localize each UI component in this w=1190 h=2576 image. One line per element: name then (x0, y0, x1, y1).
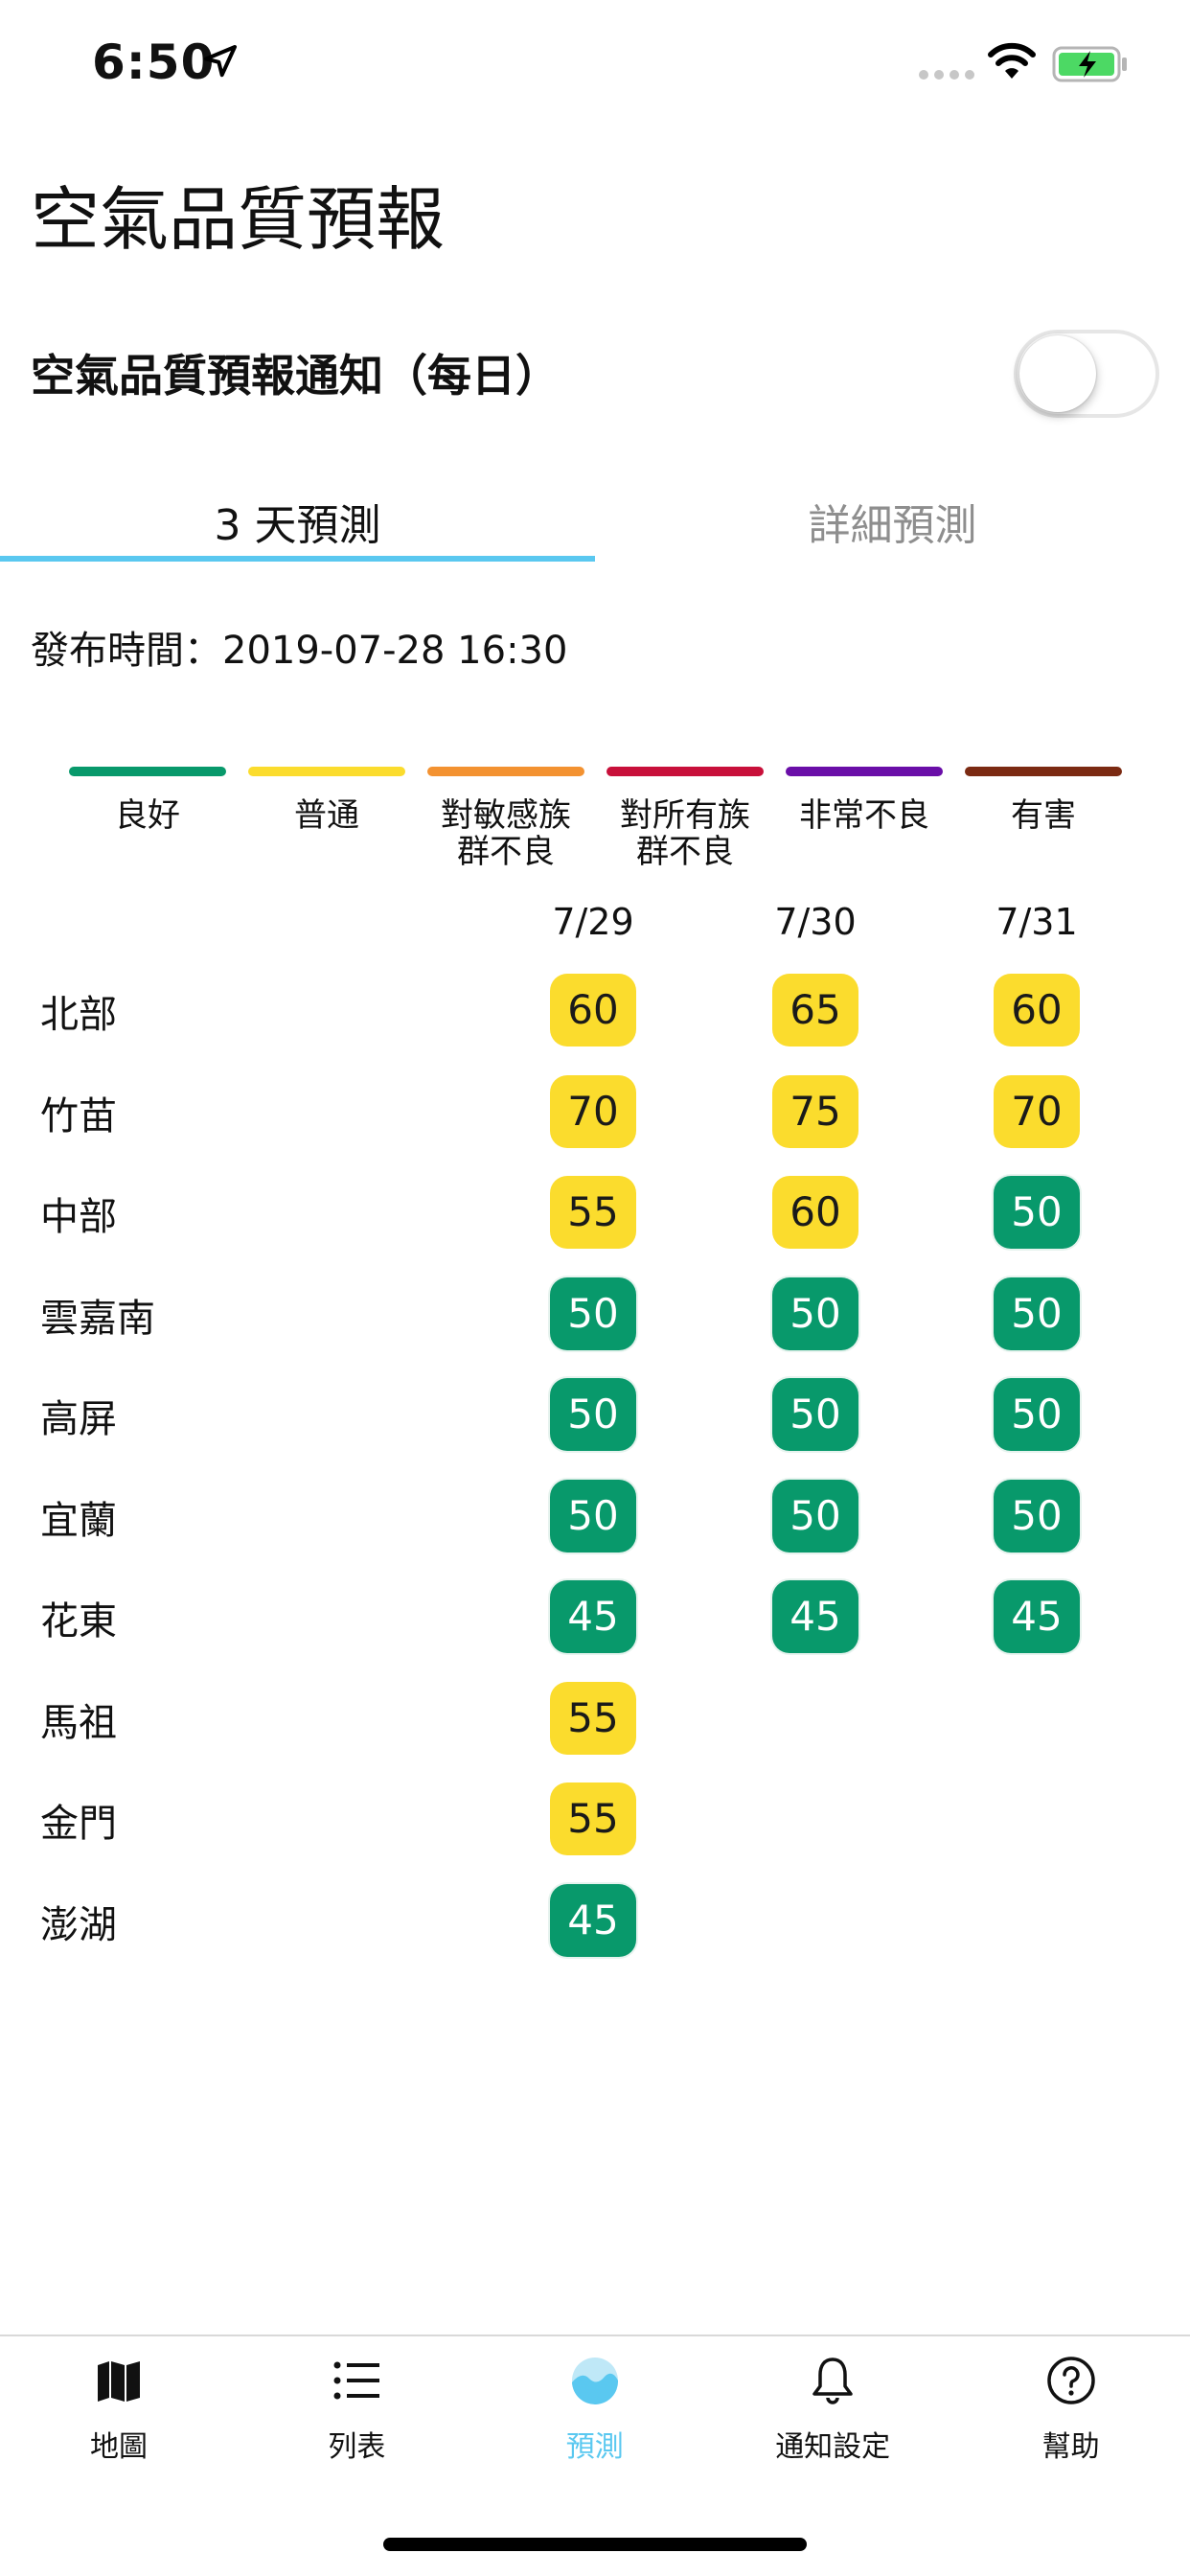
aqi-value-badge: 50 (994, 1276, 1080, 1350)
legend-label-line: 對所有族 (620, 796, 750, 835)
legend-item: 對敏感族 群不良 (427, 767, 584, 870)
battery-charging-icon (1052, 46, 1127, 82)
legend-color-bar (786, 767, 943, 776)
aqi-value-badge: 45 (550, 1580, 636, 1653)
map-icon (0, 2354, 238, 2407)
region-name: 竹苗 (40, 1093, 117, 1138)
legend-item: 普通 (248, 767, 405, 834)
forecast-date: 7/29 (552, 901, 634, 943)
aqi-value-badge: 50 (550, 1378, 636, 1451)
page-title: 空氣品質預報 (31, 179, 446, 260)
tabbar-item[interactable]: 列表 (238, 2354, 475, 2465)
tab-3-day-forecast[interactable]: 3 天預測 (214, 501, 381, 550)
notification-label: 空氣品質預報通知（每日） (31, 350, 560, 402)
aqi-value-badge: 65 (772, 974, 858, 1046)
aqi-value-badge: 50 (772, 1378, 858, 1451)
legend-item: 非常不良 (786, 767, 943, 834)
aqi-value-badge: 55 (550, 1681, 636, 1755)
forecast-icon (476, 2354, 714, 2407)
aqi-value-badge: 50 (994, 1479, 1080, 1552)
aqi-value-badge: 50 (550, 1479, 636, 1552)
region-name: 花東 (40, 1599, 117, 1644)
region-name: 馬祖 (40, 1700, 117, 1745)
aqi-value-badge: 50 (994, 1176, 1080, 1249)
legend-color-bar (606, 767, 764, 776)
legend-label: 良好 (69, 797, 226, 834)
legend-label-line: 群不良 (457, 833, 555, 871)
aqi-value-badge: 45 (550, 1883, 636, 1957)
aqi-value-badge: 75 (772, 1074, 858, 1148)
help-icon (952, 2354, 1190, 2407)
legend-item: 有害 (965, 767, 1122, 834)
aqi-value-badge: 55 (550, 1782, 636, 1855)
tabbar-item[interactable]: 幫助 (952, 2354, 1190, 2465)
location-arrow-icon (204, 45, 237, 78)
legend-label: 對所有族 群不良 (606, 797, 764, 870)
tabbar-label: 預測 (565, 2430, 624, 2464)
tabbar-item[interactable]: 預測 (476, 2354, 714, 2465)
legend-label: 普通 (248, 797, 405, 834)
aqi-value-badge: 70 (994, 1074, 1080, 1148)
region-name: 高屏 (40, 1397, 117, 1441)
bell-icon (714, 2354, 951, 2407)
region-name: 雲嘉南 (40, 1296, 155, 1341)
legend-label-line: 良好 (115, 796, 180, 835)
legend-item: 對所有族 群不良 (606, 767, 764, 870)
legend-label-line: 普通 (294, 796, 359, 835)
tabbar-item[interactable]: 地圖 (0, 2354, 238, 2465)
region-name: 中部 (40, 1195, 117, 1239)
signal-dots-icon (919, 70, 974, 80)
aqi-value-badge: 50 (772, 1276, 858, 1350)
tabbar-item[interactable]: 通知設定 (714, 2354, 951, 2465)
toggle-knob (1019, 335, 1096, 412)
aqi-value-badge: 60 (994, 974, 1080, 1046)
aqi-value-badge: 70 (550, 1074, 636, 1148)
aqi-value-badge: 50 (550, 1276, 636, 1350)
legend-color-bar (427, 767, 584, 776)
legend-color-bar (248, 767, 405, 776)
status-time: 6:50 (92, 34, 216, 90)
legend-label-line: 非常不良 (799, 796, 929, 835)
legend-label: 對敏感族 群不良 (427, 797, 584, 870)
tabbar-label: 地圖 (90, 2430, 148, 2464)
forecast-date: 7/31 (995, 901, 1078, 943)
legend-label-line: 對敏感族 (441, 796, 571, 835)
aqi-value-badge: 45 (994, 1580, 1080, 1653)
aqi-value-badge: 60 (772, 1176, 858, 1249)
legend-label-line: 有害 (1011, 796, 1076, 835)
tabbar-label: 列表 (328, 2430, 386, 2464)
active-tab-indicator (0, 556, 595, 562)
tabbar-divider (0, 2334, 1190, 2336)
aqi-value-badge: 50 (772, 1479, 858, 1552)
aqi-value-badge: 50 (994, 1378, 1080, 1451)
region-name: 北部 (40, 993, 117, 1037)
aqi-value-badge: 45 (772, 1580, 858, 1653)
region-name: 宜蘭 (40, 1498, 117, 1543)
region-name: 金門 (40, 1802, 117, 1846)
legend-item: 良好 (69, 767, 226, 834)
legend-label-line: 群不良 (636, 833, 734, 871)
tabbar-label: 通知設定 (775, 2430, 891, 2464)
legend-color-bar (965, 767, 1122, 776)
forecast-date: 7/30 (774, 901, 857, 943)
tab-detailed-forecast[interactable]: 詳細預測 (808, 501, 977, 550)
legend-color-bar (69, 767, 226, 776)
wifi-icon (988, 42, 1036, 79)
home-indicator (383, 2538, 807, 2551)
tabbar-label: 幫助 (1041, 2430, 1100, 2464)
list-icon (238, 2354, 475, 2407)
legend-label: 有害 (965, 797, 1122, 834)
aqi-value-badge: 60 (550, 974, 636, 1046)
notification-toggle[interactable] (1014, 330, 1159, 418)
region-name: 澎湖 (40, 1902, 117, 1947)
aqi-value-badge: 55 (550, 1176, 636, 1249)
legend-label: 非常不良 (786, 797, 943, 834)
publish-time: 發布時間：2019-07-28 16:30 (31, 629, 568, 673)
